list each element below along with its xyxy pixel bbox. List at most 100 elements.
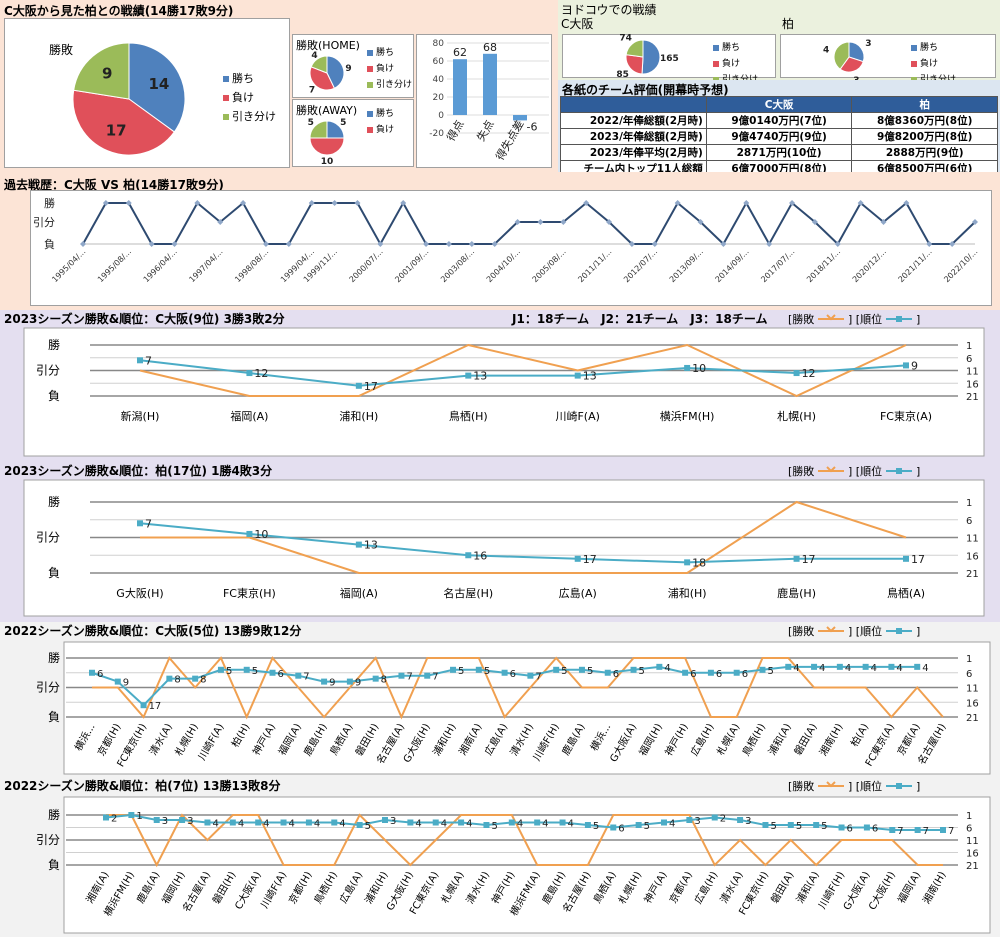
rank-value-label: 5 <box>561 666 567 677</box>
y-tick-label: -20 <box>429 129 444 139</box>
season-title: 2023シーズン勝敗&順位：柏(17位) 1勝4敗3分 <box>4 463 272 478</box>
rank-point <box>382 817 388 823</box>
results-line <box>106 813 943 868</box>
history-point <box>80 241 86 247</box>
rank-value-label: 7 <box>145 517 152 530</box>
rank-tick-label: 21 <box>966 392 979 403</box>
history-point <box>423 241 430 247</box>
rank-value-label: 5 <box>767 666 773 677</box>
rank-value-label: 2 <box>111 814 117 825</box>
rank-value-label: 4 <box>263 819 269 830</box>
legend-label: 引き分け <box>376 80 413 90</box>
history-point <box>537 219 544 225</box>
x-tick-label: FC東京(A) <box>880 409 932 423</box>
rank-point <box>862 663 869 670</box>
rank-point <box>407 819 414 826</box>
pie-slice-label: 3 <box>865 39 871 49</box>
y-label: 負 <box>44 238 55 251</box>
pie-slice <box>309 120 328 139</box>
rank-point <box>682 669 689 676</box>
rank-point <box>553 666 560 673</box>
legend-label: ] [順位 <box>848 779 882 793</box>
rank-value-label: 3 <box>745 816 751 827</box>
rank-point <box>243 666 250 673</box>
rank-tick-label: 1 <box>966 341 972 352</box>
rank-value-label: 13 <box>364 539 378 552</box>
history-point <box>331 200 338 206</box>
x-tick-label: 広島(A) <box>559 586 597 600</box>
y-label: 負 <box>48 566 60 580</box>
x-tick-label: 福岡(A) <box>230 409 268 423</box>
x-tick-label: 2014/09/... <box>714 247 751 284</box>
history-point <box>468 241 475 247</box>
x-tick-label: 福岡(A) <box>340 586 378 600</box>
legend-swatch <box>367 81 373 88</box>
x-tick-label: 2022/10/... <box>942 247 979 284</box>
rank-value-label: 6 <box>510 669 516 680</box>
rank-point <box>584 822 591 828</box>
pie-slice <box>833 41 850 70</box>
rank-point <box>114 678 121 685</box>
y-label: 引分 <box>36 833 60 847</box>
season-panel-1: 2023シーズン勝敗&順位：柏(17位) 1勝4敗3分 [勝敗] [順位] 1 6 11… <box>0 462 1000 622</box>
rank-tick-label: 11 <box>966 684 979 695</box>
history-point <box>789 200 796 206</box>
rank-value-label: 4 <box>896 663 902 674</box>
results-line <box>139 343 907 398</box>
history-point <box>766 241 773 247</box>
rank-tick-label: 21 <box>966 569 979 580</box>
table-row: 2023/年俸総額(2月時) 9億4740万円(9位) 9億8200万円(8位) <box>560 128 998 145</box>
x-tick-label: 2020/12/... <box>851 247 888 284</box>
pie-slice-label: 74 <box>619 33 632 43</box>
rank-point <box>793 555 800 562</box>
rank-point <box>889 827 896 833</box>
history-point <box>972 219 978 225</box>
history-point <box>720 241 727 247</box>
legend-marker <box>826 781 836 788</box>
rank-value-label: 4 <box>517 819 523 830</box>
rank-value-label: 7 <box>923 826 929 837</box>
rank-value-label: 4 <box>871 663 877 674</box>
history-point <box>171 241 178 247</box>
legend-swatch <box>713 60 719 67</box>
history-point <box>834 241 841 247</box>
results-line <box>140 500 907 574</box>
rank-point <box>711 814 718 821</box>
rank-tick-label: 1 <box>966 498 972 509</box>
rank-point <box>656 663 663 670</box>
x-tick-label: 浦和(H) <box>668 587 707 600</box>
goal-bar <box>483 53 497 115</box>
bar-value-label: 68 <box>483 41 497 54</box>
rank-tick-label: 11 <box>966 836 979 847</box>
evaluation-table: C大阪 柏 2022/年俸総額(2月時) 9億0140万円(7位) 8億8360… <box>560 96 998 172</box>
rank-value-label: 2 <box>720 814 726 825</box>
rank-tick-label: 16 <box>966 698 979 709</box>
rank-value-label: 4 <box>542 819 548 830</box>
rank-value-label: 7 <box>303 672 309 683</box>
pie-slice-label: 17 <box>106 121 127 139</box>
rank-value-label: 17 <box>149 701 162 712</box>
rank-point <box>903 555 909 562</box>
season-title: 2022シーズン勝敗&順位：C大阪(5位) 13勝9敗12分 <box>4 623 301 638</box>
x-tick-label: FC東京(H) <box>223 586 276 600</box>
x-tick-label: 1998/08/... <box>233 247 270 284</box>
rank-point <box>475 666 482 673</box>
pie-slice-label: 9 <box>345 64 351 74</box>
rank-value-label: 4 <box>466 819 472 830</box>
x-tick-label: 2017/07/... <box>759 247 796 284</box>
rank-point <box>356 822 363 828</box>
rank-value-label: 5 <box>252 666 258 677</box>
plot-box <box>23 327 985 457</box>
rank-point <box>686 817 693 823</box>
legend-label: ] <box>916 780 920 793</box>
legend-item: 勝ち <box>911 40 956 53</box>
record-title: C大阪から見た柏との戦績(14勝17敗9分) <box>4 4 234 18</box>
season-chart-3: 2022シーズン勝敗&順位：柏(7位) 13勝13敗8分 [勝敗] [順位]161… <box>4 778 991 934</box>
rank-value-label: 5 <box>365 821 371 832</box>
x-tick-label: 1995/08/... <box>96 247 133 284</box>
rank-point <box>179 817 186 823</box>
legend-swatch <box>367 49 373 56</box>
legend-item: 勝ち <box>367 106 394 119</box>
